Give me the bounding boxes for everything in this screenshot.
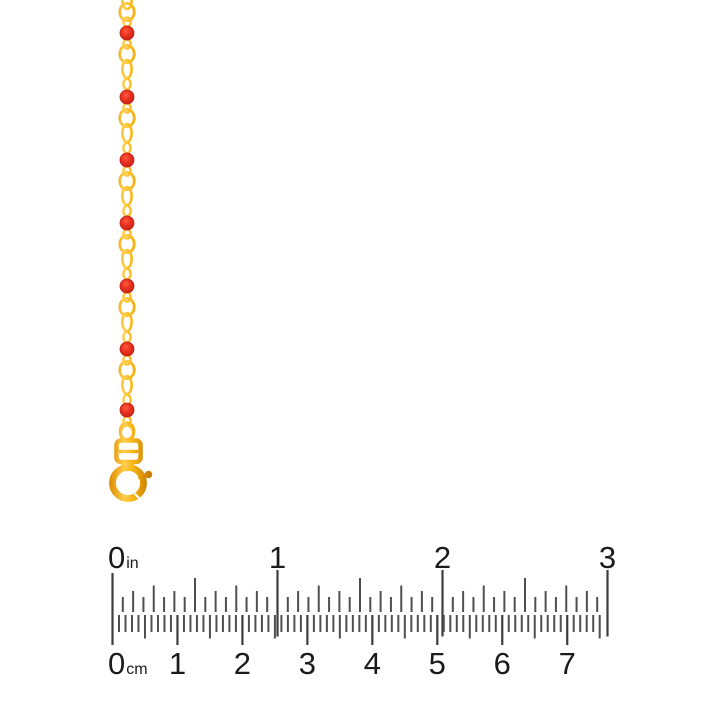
chain-link [122, 77, 132, 91]
ruler-cm-label: 7 [559, 646, 576, 681]
chain-link [118, 1, 136, 23]
ruler-cm-label: 4 [364, 646, 381, 681]
chain-link [121, 0, 133, 11]
spring-ring-body [109, 464, 147, 502]
chain-link [118, 233, 136, 254]
ruler: 0in 1 2 3 0cm 1 2 3 4 5 6 7 [108, 540, 616, 681]
ruler-ticks [111, 570, 609, 645]
ruler-cm-label: 6 [494, 646, 511, 681]
ruler-cm-label: 2 [234, 646, 251, 681]
ruler-zero-cm-label: 0cm [108, 646, 148, 681]
chain-link [118, 108, 136, 129]
enamel-beads [119, 25, 135, 418]
red-bead [119, 215, 135, 231]
red-bead [119, 89, 135, 105]
ruler-labels: 0in 1 2 3 0cm 1 2 3 4 5 6 7 [108, 540, 616, 681]
red-bead [119, 341, 135, 357]
ruler-inch-label: 2 [434, 540, 451, 575]
chain-link [118, 296, 136, 317]
spring-ring-clasp [109, 438, 153, 502]
chain-link [118, 170, 136, 191]
ruler-inch-label: 3 [599, 540, 616, 575]
clasp-ring-gap [133, 492, 142, 501]
ruler-inch-label: 1 [269, 540, 286, 575]
red-bead [119, 25, 135, 41]
ruler-zero-inch-label: 0in [108, 540, 139, 575]
ruler-cm-label: 1 [169, 646, 186, 681]
red-bead [119, 278, 135, 294]
ruler-cm-label: 5 [429, 646, 446, 681]
red-bead [119, 402, 135, 418]
red-bead [119, 152, 135, 168]
clasp-lever-knob [144, 470, 153, 479]
ruler-cm-label: 3 [299, 646, 316, 681]
chain-link [118, 359, 136, 380]
chain-link [118, 44, 136, 65]
